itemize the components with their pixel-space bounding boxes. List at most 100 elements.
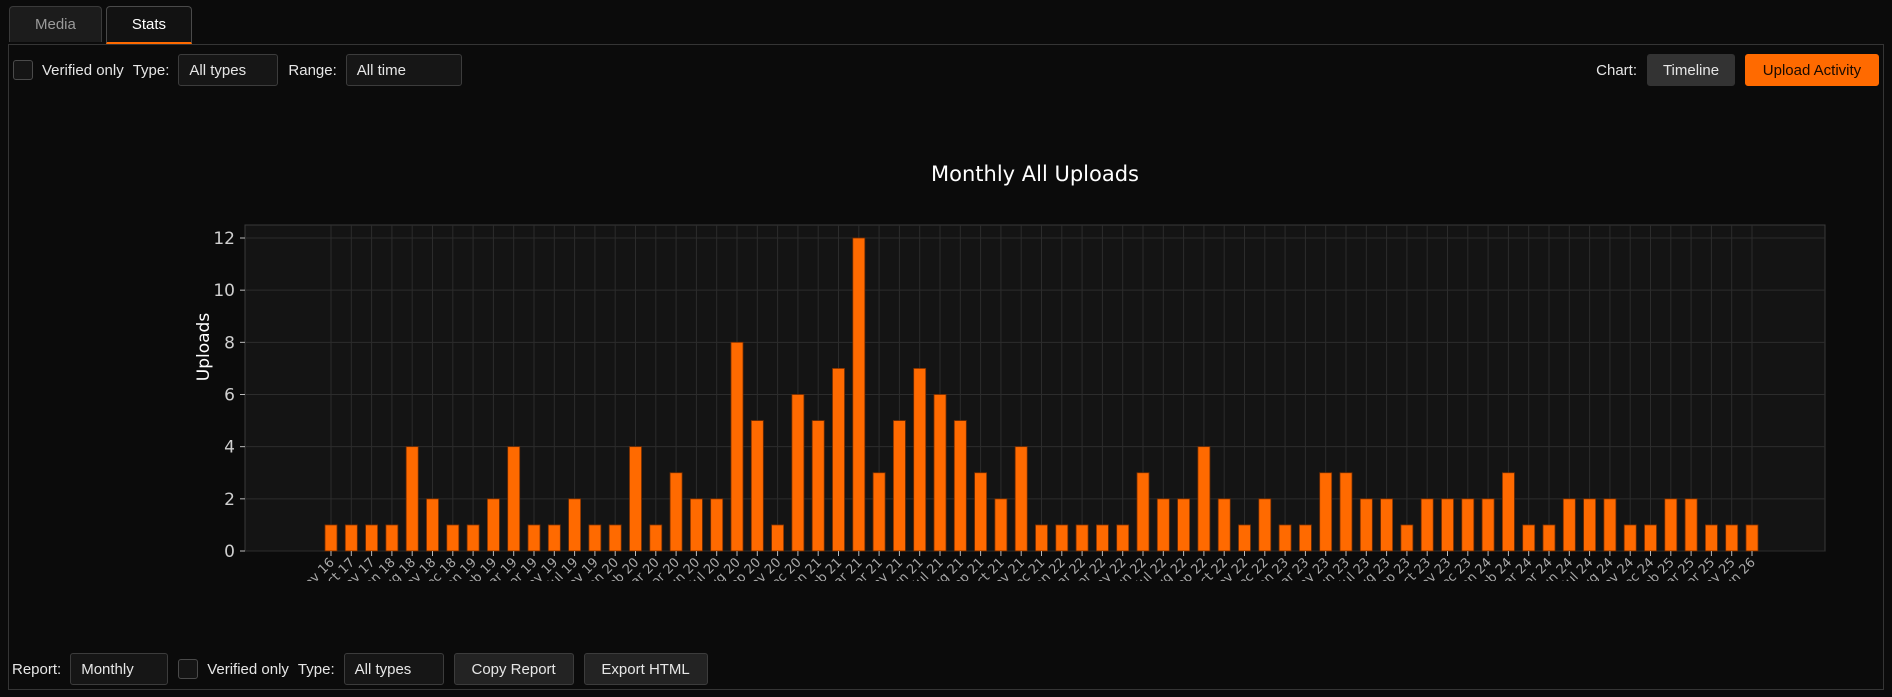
report-type-label: Type: [297, 660, 335, 678]
bar [852, 237, 866, 552]
bar [405, 446, 419, 552]
upload-activity-chart: Monthly All Uploads Uploads 024681012Nov… [194, 162, 1826, 581]
bar [1400, 524, 1414, 552]
bar [1014, 446, 1028, 552]
bar [1380, 498, 1393, 552]
bar [913, 368, 927, 552]
type-select-value: All types [189, 61, 247, 79]
range-select[interactable]: All time [345, 54, 462, 86]
range-select-value: All time [356, 61, 406, 79]
bar [507, 446, 521, 552]
bar [1197, 446, 1211, 552]
bar [1156, 498, 1170, 552]
bar [1502, 472, 1515, 552]
report-type-select[interactable]: All types [343, 653, 444, 685]
bar [344, 524, 358, 552]
bar [1705, 524, 1718, 552]
bar [730, 341, 744, 552]
bar [832, 368, 845, 552]
bar [1217, 498, 1231, 552]
bar [1644, 524, 1657, 552]
bar [1522, 524, 1536, 552]
report-select[interactable]: Monthly [70, 653, 169, 685]
type-select[interactable]: All types [178, 54, 279, 86]
bar [1420, 498, 1434, 552]
bar [486, 498, 500, 552]
bar [1603, 498, 1617, 552]
bar [324, 524, 338, 552]
bar [811, 420, 825, 552]
bar [1319, 472, 1333, 552]
tab-media[interactable]: Media [9, 6, 102, 42]
y-tick-label: 2 [224, 490, 235, 510]
bar [1623, 524, 1637, 552]
bar [649, 524, 663, 552]
bar [1745, 524, 1759, 552]
verified-only-checkbox[interactable] [13, 60, 33, 80]
copy-report-button[interactable]: Copy Report [453, 653, 574, 685]
upload-activity-button[interactable]: Upload Activity [1745, 54, 1879, 86]
bar [771, 524, 784, 552]
y-tick-label: 0 [224, 542, 235, 562]
bar [446, 524, 460, 552]
bar [1583, 498, 1596, 552]
bar [1359, 498, 1373, 552]
chart-switch: Chart: Timeline Upload Activity [1596, 54, 1879, 86]
report-type-select-value: All types [354, 660, 412, 678]
bar [385, 524, 399, 552]
chart-title: Monthly All Uploads [931, 162, 1139, 186]
bar [710, 498, 724, 552]
bar [750, 420, 764, 552]
report-verified-only-checkbox[interactable] [178, 659, 199, 679]
report-select-value: Monthly [81, 660, 134, 678]
bar [1136, 472, 1150, 552]
filter-bar: Verified only Type: All types Range: All… [13, 54, 472, 86]
bar [1238, 524, 1251, 552]
bar [669, 472, 683, 552]
export-html-button[interactable]: Export HTML [583, 653, 708, 685]
y-tick-label: 10 [213, 281, 235, 301]
bar [1299, 524, 1312, 552]
type-label: Type: [132, 61, 170, 79]
bar [365, 524, 379, 552]
report-bar: Report: Monthly Verified only Type: All … [12, 653, 708, 685]
bar [974, 472, 987, 552]
bar [1725, 524, 1739, 552]
stats-panel: Verified only Type: All types Range: All… [8, 44, 1884, 690]
bar [1278, 524, 1292, 552]
y-tick-label: 4 [224, 438, 235, 458]
bar [547, 524, 561, 552]
y-tick-label: 8 [224, 333, 235, 353]
bar [466, 524, 480, 552]
bar [872, 472, 886, 552]
bar [1684, 498, 1698, 552]
bar [1177, 498, 1190, 552]
bar [791, 394, 805, 552]
bar [1055, 524, 1069, 552]
bar [690, 498, 703, 552]
tab-bar: Media Stats [9, 6, 196, 44]
report-verified-only-label: Verified only [207, 660, 289, 678]
y-tick-label: 12 [213, 229, 235, 249]
bar [933, 394, 947, 552]
bar [893, 420, 906, 552]
bar [426, 498, 439, 552]
bar [994, 498, 1008, 552]
bar [568, 498, 581, 552]
bar [1481, 498, 1495, 552]
verified-only-label: Verified only [42, 61, 124, 79]
bar [588, 524, 602, 552]
bar [1441, 498, 1454, 552]
timeline-button[interactable]: Timeline [1647, 54, 1735, 86]
bar [629, 446, 642, 552]
bar [1542, 524, 1556, 552]
bar [1258, 498, 1272, 552]
bar [1664, 498, 1678, 552]
bar [527, 524, 541, 552]
range-label: Range: [288, 61, 337, 79]
bar [1035, 524, 1048, 552]
y-tick-label: 6 [224, 386, 235, 406]
tab-stats[interactable]: Stats [105, 6, 193, 44]
bar [953, 420, 967, 552]
